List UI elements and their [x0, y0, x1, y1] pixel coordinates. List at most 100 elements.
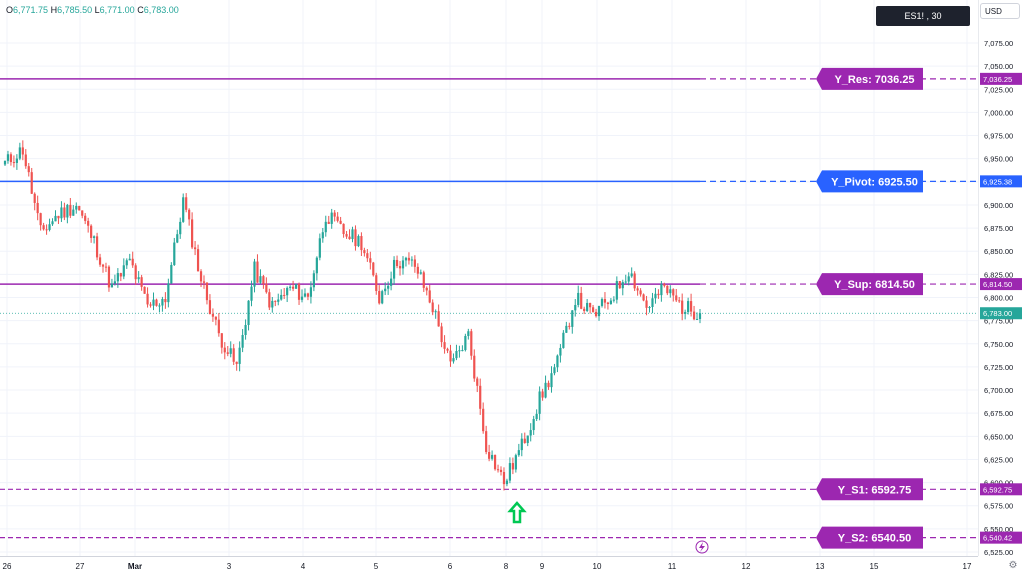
candle-body: [363, 250, 366, 254]
candle-body: [321, 232, 324, 239]
candle-body: [18, 147, 21, 159]
y-tick-label: 7,000.00: [984, 108, 1013, 117]
level-badge-y_pivot: [816, 170, 923, 193]
x-tick-label: 27: [76, 562, 85, 571]
candle-body: [544, 382, 547, 398]
candle-body: [434, 311, 437, 313]
candle-body: [589, 302, 592, 308]
candle-body: [9, 154, 13, 163]
candle-body: [642, 294, 645, 301]
candle-body: [580, 292, 583, 309]
level-label-y_s2: Y_S2: 6540.50: [838, 533, 911, 545]
candle-body: [134, 265, 137, 280]
y-tick-label: 6,675.00: [984, 409, 1013, 418]
candle-body: [51, 221, 54, 225]
candle-body: [692, 311, 696, 320]
candle-body: [214, 316, 217, 320]
candle-body: [678, 300, 681, 302]
axis-tag-y_s1: [980, 483, 1022, 496]
candle-body: [131, 258, 134, 266]
candle-body: [152, 299, 155, 306]
candle-body: [413, 259, 416, 267]
candle-body: [499, 469, 503, 473]
candle-body: [33, 193, 36, 203]
candle-body: [416, 266, 419, 274]
candle-body: [274, 300, 277, 302]
level-label-y_res: Y_Res: 7036.25: [834, 74, 914, 86]
level-badge-y_s2: [816, 526, 923, 549]
candle-body: [286, 287, 289, 296]
currency-selector[interactable]: USD: [980, 3, 1020, 19]
gear-icon[interactable]: ⚙: [1008, 560, 1018, 571]
candle-body: [158, 305, 161, 307]
candle-body: [128, 258, 131, 261]
y-tick-label: 6,975.00: [984, 132, 1013, 141]
price-chart[interactable]: Y_Res: 7036.25 Y_Pivot: 6925.50 Y_Sup: 681…: [0, 0, 978, 556]
candle-body: [81, 210, 84, 216]
x-tick-label: Mar: [128, 562, 142, 571]
candle-body: [502, 472, 506, 485]
candle-body: [523, 438, 526, 444]
ohlc-legend: O6,771.75 H6,785.50 L6,771.00 C6,783.00: [6, 5, 179, 15]
candle-body: [687, 301, 690, 313]
candle-body: [621, 282, 624, 289]
symbol-badge[interactable]: ES1! , 30: [876, 6, 970, 26]
candle-body: [390, 278, 393, 286]
candle-body: [45, 229, 48, 231]
grid: [0, 0, 978, 556]
candle-body: [268, 292, 271, 308]
candle-body: [547, 382, 550, 388]
candle-body: [110, 283, 114, 288]
candle-body: [437, 311, 440, 327]
candle-body: [485, 431, 488, 453]
level-label-y_s1: Y_S1: 6592.75: [838, 484, 911, 496]
price-axis[interactable]: 7,075.00 7,050.00 7,025.00 7,000.00 6,975.00…: [978, 0, 1024, 556]
y-tick-label: 7,050.00: [984, 62, 1013, 71]
time-axis[interactable]: 26 27 Mar 3 4 5 6 8 9 10 11 12 13 15 17: [0, 556, 978, 576]
candle-body: [146, 293, 149, 305]
candle-body: [235, 361, 238, 364]
candle-body: [407, 257, 411, 261]
candle-body: [36, 202, 39, 214]
candle-body: [449, 350, 452, 362]
level-badge-y_sup: [816, 273, 923, 296]
candle-body: [336, 216, 339, 221]
candle-body: [149, 304, 152, 306]
x-tick-label: 3: [227, 562, 232, 571]
candle-body: [87, 220, 90, 226]
candle-body: [381, 291, 384, 304]
candle-body: [244, 324, 247, 335]
y-tick-label: 6,850.00: [984, 247, 1013, 256]
candle-body: [360, 236, 363, 251]
low-label: L: [94, 5, 100, 15]
x-tick-label: 17: [963, 562, 972, 571]
y-tick-label: 6,725.00: [984, 363, 1013, 372]
candle-body: [476, 378, 479, 386]
candle-body: [297, 284, 301, 300]
candle-body: [488, 452, 491, 459]
high-label: H: [50, 5, 58, 15]
candle-body: [101, 264, 105, 267]
y-tick-label: 6,600.00: [984, 479, 1013, 488]
candle-body: [482, 408, 485, 432]
candle-body: [24, 154, 27, 167]
y-tick-label: 6,525.00: [984, 548, 1013, 556]
candle-body: [137, 277, 140, 280]
candle-body: [591, 307, 595, 312]
candle-body: [425, 287, 428, 291]
candle-body: [354, 229, 357, 247]
candle-body: [404, 257, 408, 261]
candle-body: [698, 313, 702, 319]
candle-body: [179, 221, 182, 235]
candle-body: [428, 290, 431, 303]
candle-body: [191, 219, 194, 248]
candle-body: [12, 162, 16, 164]
candle-body: [511, 463, 514, 470]
candle-body: [42, 225, 45, 230]
candle-body: [241, 334, 244, 348]
candle-body: [684, 312, 687, 314]
candle-body: [48, 224, 51, 230]
candle-body: [357, 236, 360, 247]
y-tick-label: 6,775.00: [984, 317, 1013, 326]
level-lines: [0, 78, 978, 539]
